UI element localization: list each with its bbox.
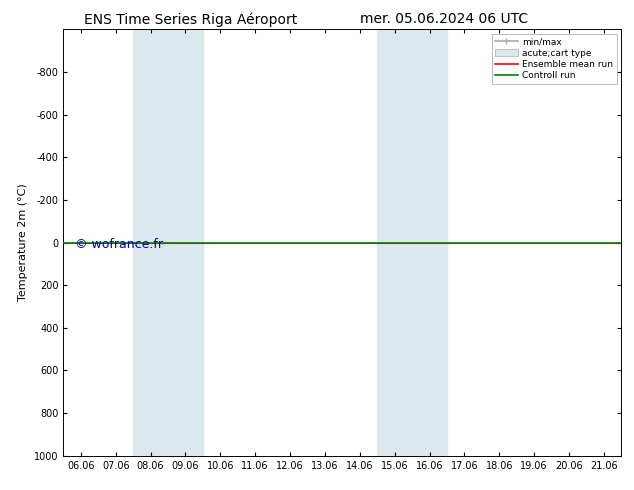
Text: ENS Time Series Riga Aéroport: ENS Time Series Riga Aéroport <box>84 12 297 27</box>
Text: © wofrance.fr: © wofrance.fr <box>75 238 162 251</box>
Bar <box>133 29 203 456</box>
Legend: min/max, acute;cart type, Ensemble mean run, Controll run: min/max, acute;cart type, Ensemble mean … <box>491 34 617 84</box>
Y-axis label: Temperature 2m (°C): Temperature 2m (°C) <box>18 184 29 301</box>
Bar <box>377 29 447 456</box>
Text: mer. 05.06.2024 06 UTC: mer. 05.06.2024 06 UTC <box>359 12 528 26</box>
